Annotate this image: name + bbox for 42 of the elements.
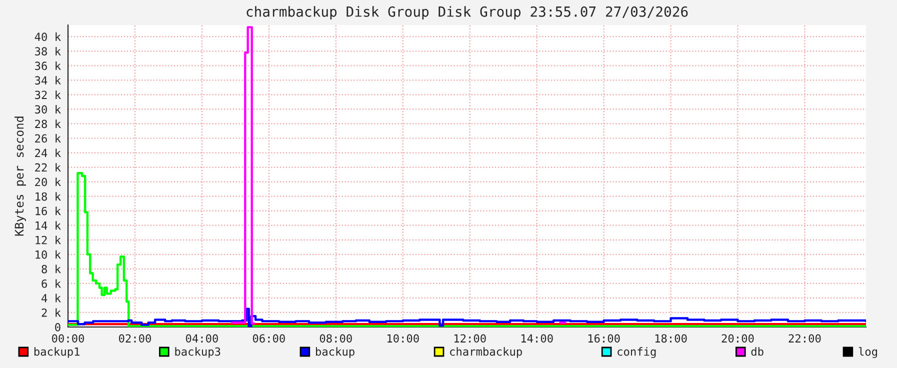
y-tick-label: 38 k xyxy=(35,46,61,56)
y-tick-label: 12 k xyxy=(36,236,61,244)
x-tick-label: 12:00 xyxy=(454,334,486,343)
y-tick-label: 14 k xyxy=(36,221,61,230)
legend-label: backup xyxy=(316,347,354,358)
y-tick-label: 10 k xyxy=(36,250,61,259)
y-tick-label: 20 k xyxy=(35,178,61,186)
chart-title: charmbackup Disk Group Disk Group 23:55.07 27/03/2026 xyxy=(246,6,688,20)
x-tick-label: 16:00 xyxy=(588,334,620,343)
x-tick-label: 22:00 xyxy=(788,334,821,343)
y-tick-label: 2 k xyxy=(42,308,61,317)
y-tick-label: 0 xyxy=(55,323,60,332)
x-tick-label: 02:00 xyxy=(118,334,151,343)
y-tick-label: 40 k xyxy=(34,32,61,42)
y-tick-label: 18 k xyxy=(36,192,61,201)
y-tick-label: 26 k xyxy=(35,134,61,143)
x-tick-label: 14:00 xyxy=(521,334,553,343)
legend-label: backup3 xyxy=(175,347,220,358)
x-tick-label: 00:00 xyxy=(52,334,84,343)
x-tick-label: 10:00 xyxy=(387,334,419,343)
y-tick-label: 8 k xyxy=(42,264,61,274)
y-axis-title: KBytes per second xyxy=(14,116,26,236)
x-tick-label: 20:00 xyxy=(722,334,754,343)
x-tick-label: 06:00 xyxy=(252,334,285,343)
legend-label: db xyxy=(751,347,764,356)
y-tick-label: 6 k xyxy=(42,279,61,288)
x-tick-label: 04:00 xyxy=(186,334,218,343)
y-tick-label: 22 k xyxy=(35,163,61,172)
legend-label: charmbackup xyxy=(450,347,522,358)
y-tick-label: 28 k xyxy=(35,120,61,128)
y-tick-label: 36 k xyxy=(35,61,61,70)
legend-label: config xyxy=(618,347,656,358)
x-tick-label: 18:00 xyxy=(655,334,687,343)
legend-label: log xyxy=(858,347,877,358)
y-tick-label: 24 k xyxy=(35,148,61,158)
legend-label: backup1 xyxy=(34,347,80,358)
y-tick-label: 30 k xyxy=(35,105,61,114)
y-tick-label: 32 k xyxy=(35,90,61,100)
x-tick-label: 08:00 xyxy=(320,334,352,343)
y-tick-label: 34 k xyxy=(35,76,61,85)
y-tick-label: 4 k xyxy=(42,294,61,302)
y-tick-label: 16 k xyxy=(36,206,61,216)
